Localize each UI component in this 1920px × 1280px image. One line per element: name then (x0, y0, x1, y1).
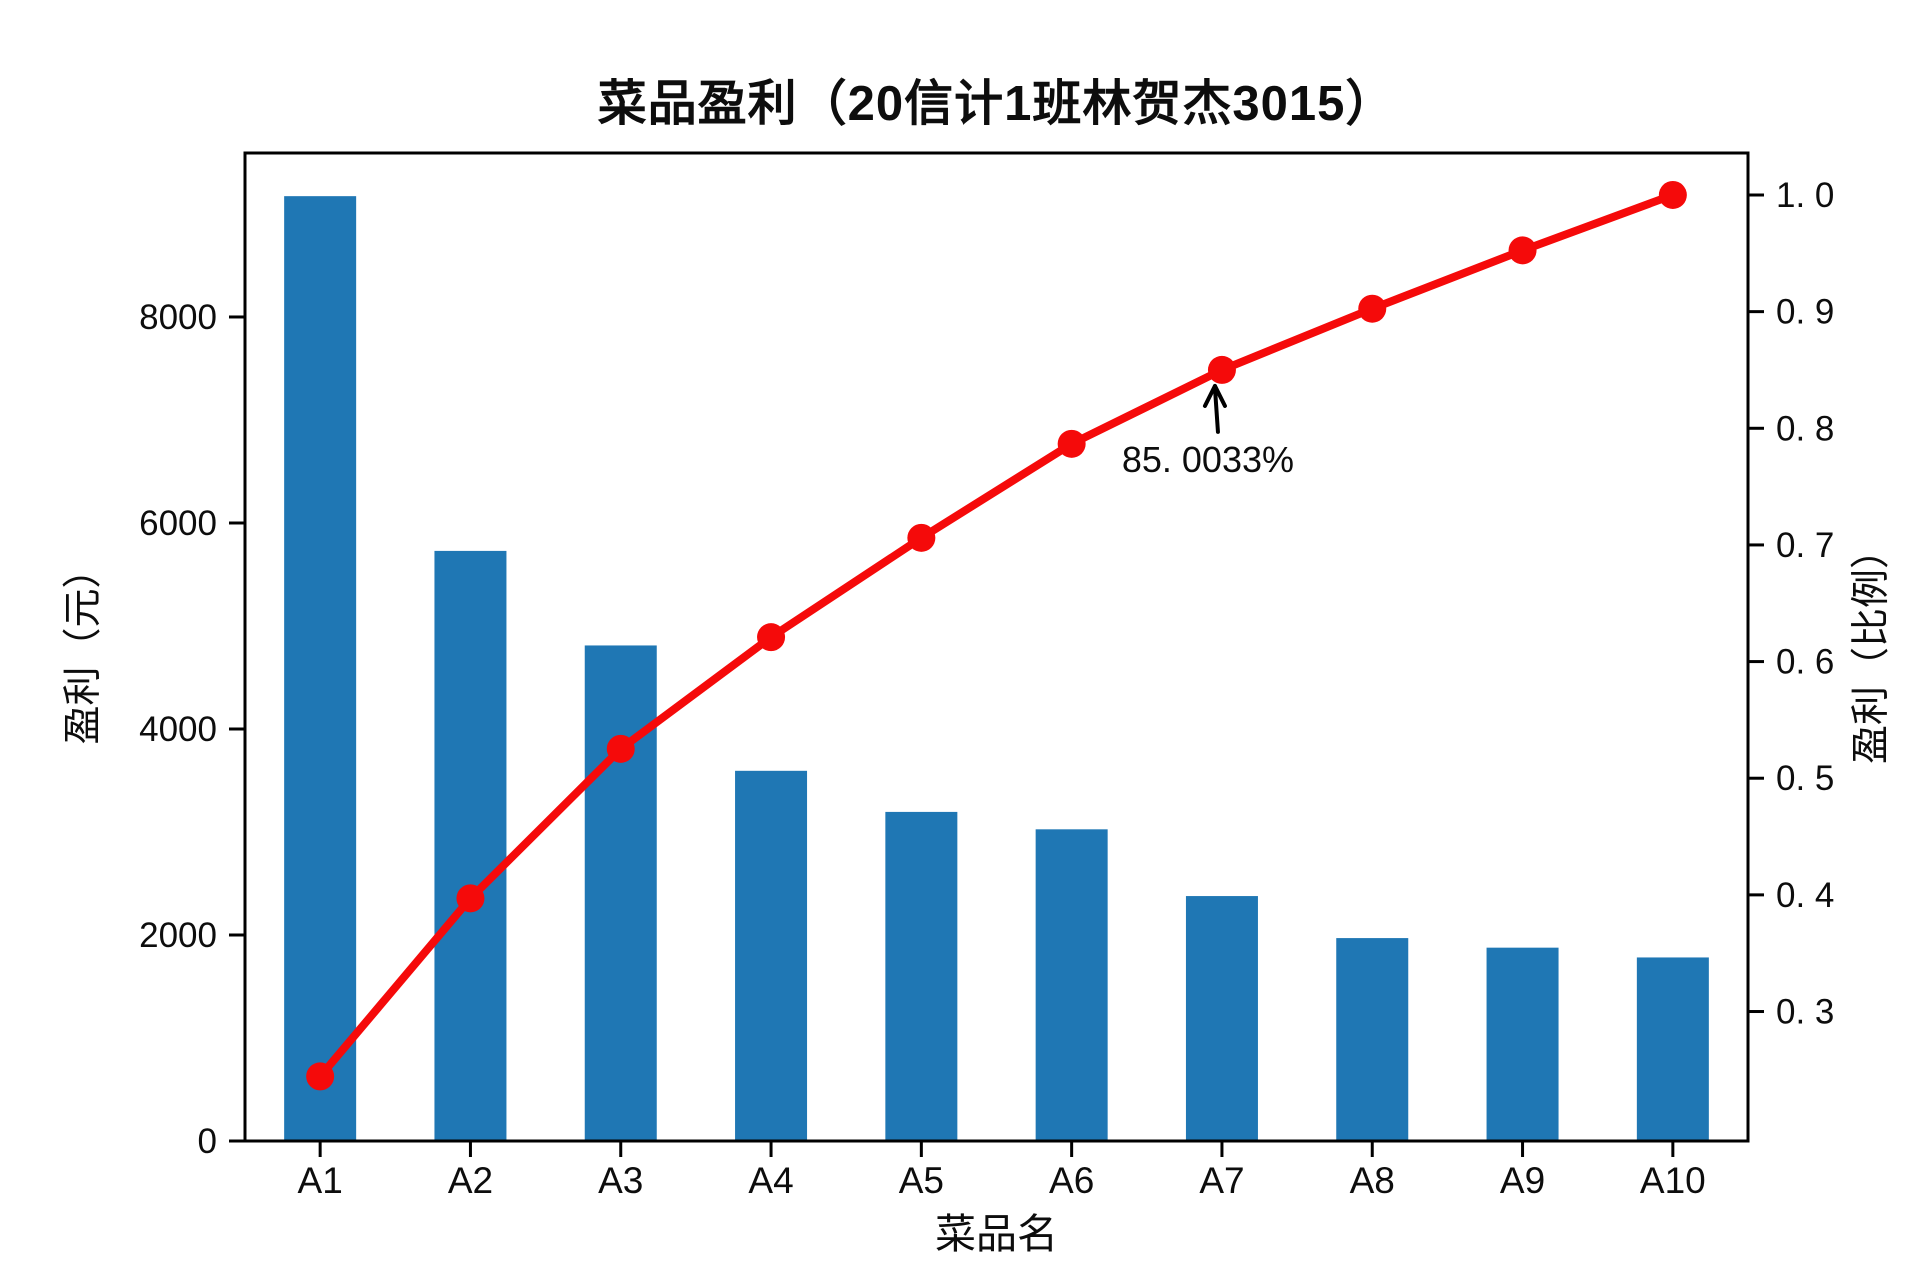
x-tick-label: A2 (448, 1160, 493, 1201)
axes-spines (243, 151, 1750, 1143)
cumulative-line (316, 190, 1677, 1081)
line-marker-A6 (1057, 429, 1086, 458)
line-marker-A3 (606, 734, 635, 763)
line-marker-A9 (1508, 236, 1537, 265)
bar-A4 (735, 770, 808, 1141)
bar-A10 (1636, 957, 1709, 1141)
y-left-tick-label: 6000 (139, 504, 217, 543)
y-left-tick-label: 0 (198, 1122, 217, 1161)
bar-A3 (584, 645, 657, 1141)
y-right-tick-label: 0. 7 (1776, 526, 1834, 565)
bar-A2 (434, 550, 507, 1141)
line-marker-A2 (456, 884, 485, 913)
y-right-tick-label: 0. 5 (1776, 759, 1834, 798)
y-right-tick-label: 0. 6 (1776, 643, 1834, 682)
bar-A5 (885, 811, 958, 1141)
bar-A7 (1185, 896, 1258, 1141)
y-right-tick-label: 0. 8 (1776, 409, 1834, 448)
bar-A1 (284, 196, 357, 1141)
bar-A9 (1486, 947, 1559, 1141)
x-axis-label: 菜品名 (935, 1211, 1058, 1257)
line-marker-A1 (306, 1062, 335, 1091)
y-left-tick-label: 4000 (139, 710, 217, 749)
line-marker-A7 (1207, 355, 1236, 384)
y-left-tick-label: 2000 (139, 916, 217, 955)
line-marker-A10 (1658, 180, 1687, 209)
annotation-arrow-head (1202, 383, 1227, 408)
y-right-tick-label: 1. 0 (1776, 176, 1834, 215)
line-marker-A5 (907, 523, 936, 552)
line-marker-A4 (757, 623, 786, 652)
x-tick-label: A6 (1049, 1160, 1094, 1201)
annotation-arrow-shaft (1212, 385, 1220, 434)
line-marker-A8 (1358, 294, 1387, 323)
y-right-tick-label: 0. 3 (1776, 993, 1834, 1032)
chart-title: 菜品盈利（20信计1班林贺杰3015） (597, 77, 1396, 131)
x-tick-label: A3 (598, 1160, 643, 1201)
annotation-text: 85. 0033% (1122, 439, 1294, 480)
x-tick-label: A10 (1640, 1160, 1706, 1201)
y-right-tick-label: 0. 9 (1776, 293, 1834, 332)
y-left-tick-label: 8000 (139, 298, 217, 337)
bar-A8 (1336, 938, 1409, 1141)
x-tick-label: A7 (1199, 1160, 1244, 1201)
x-tick-label: A9 (1500, 1160, 1545, 1201)
bar-A6 (1035, 829, 1108, 1141)
y-right-tick-label: 0. 4 (1776, 876, 1834, 915)
x-tick-label: A8 (1350, 1160, 1395, 1201)
x-tick-label: A4 (748, 1160, 793, 1201)
x-tick-label: A5 (899, 1160, 944, 1201)
x-tick-label: A1 (298, 1160, 343, 1201)
